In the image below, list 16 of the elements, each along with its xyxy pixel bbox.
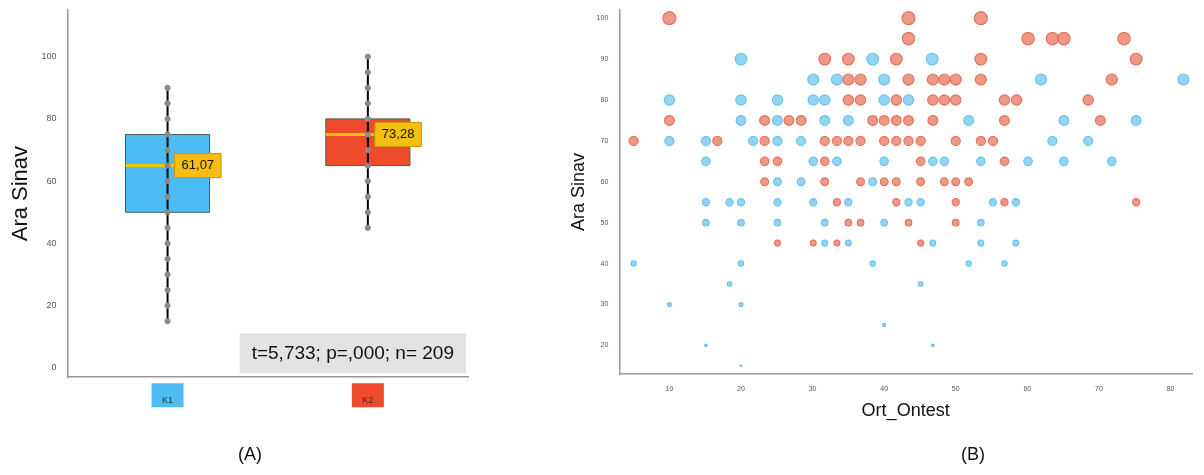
text: (A) <box>238 444 262 465</box>
y-axis-title: Ara Sinav <box>567 152 588 232</box>
x-tick-label: K2 <box>362 395 374 406</box>
annotation: t=5,733; p=,000; n= 209 <box>251 342 455 364</box>
annotation: 73,28 <box>381 126 415 142</box>
y-tick-label: 0 <box>51 362 57 373</box>
annotation: 61,07 <box>181 157 215 173</box>
x-tick-label: K1 <box>162 395 174 406</box>
y-tick-label: 60 <box>46 175 57 186</box>
text: (B) <box>961 444 985 465</box>
y-tick-label: 100 <box>41 51 57 62</box>
y-axis-title: Ara Sinav <box>7 145 33 242</box>
y-tick-label: 80 <box>46 113 57 124</box>
y-tick-label: 20 <box>46 300 57 311</box>
x-axis-title: Ort_Ontest <box>861 400 950 422</box>
y-tick-label: 40 <box>46 237 57 248</box>
